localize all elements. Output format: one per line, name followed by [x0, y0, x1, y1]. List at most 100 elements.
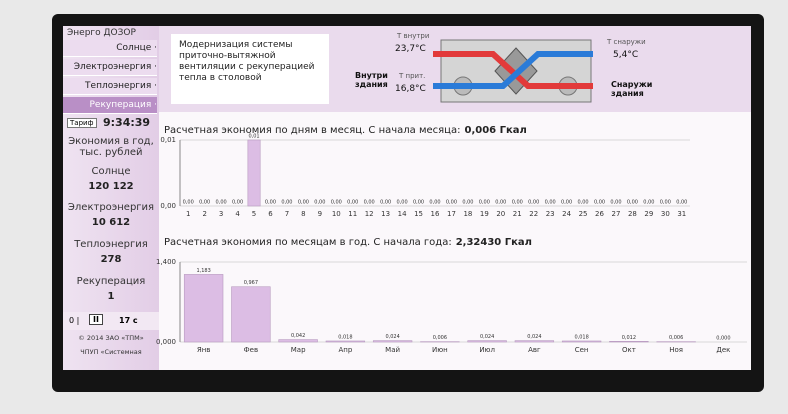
value-label: 0,00	[479, 200, 490, 206]
x-tick-label: 7	[285, 210, 289, 218]
x-tick-label: 12	[365, 210, 374, 218]
bar	[231, 286, 271, 343]
value-label: 0,00	[660, 200, 671, 206]
x-tick-label: 29	[644, 210, 653, 218]
value-label: 0,00	[183, 200, 194, 206]
page-indicator: 0 |	[69, 316, 80, 325]
menu-item[interactable]: Теплоэнергия ·	[63, 78, 157, 95]
outside-label: Снаружи здания	[611, 80, 653, 98]
menu-item[interactable]: Рекуперация ·	[63, 97, 157, 114]
value-label: 0,024	[527, 334, 541, 340]
x-tick-label: 23	[546, 210, 555, 218]
value-label: 0,00	[199, 200, 210, 206]
chart-title: Расчетная экономия по дням в месяц. С на…	[164, 125, 527, 136]
x-tick-label: Апр	[338, 346, 352, 354]
x-tick-label: Дек	[716, 346, 730, 354]
value-label: 0,00	[314, 200, 325, 206]
y-tick-label: 1,400	[156, 258, 176, 266]
x-tick-label: 14	[398, 210, 407, 218]
savings-value: 278	[100, 254, 122, 265]
x-tick-label: 25	[579, 210, 588, 218]
value-label: 0,967	[244, 280, 258, 286]
pause-button[interactable]: II	[89, 314, 103, 325]
t-inside-label: Т внутри	[397, 32, 430, 40]
copyright: © 2014 ЗАО «ТПМ»	[78, 334, 144, 342]
bar	[514, 340, 555, 343]
x-tick-label: 31	[677, 210, 686, 218]
value-label: 0,00	[545, 200, 556, 206]
x-tick-label: 21	[513, 210, 522, 218]
recuperator-diagram	[433, 39, 593, 103]
value-label: 0,00	[495, 200, 506, 206]
x-tick-label: 18	[463, 210, 472, 218]
x-tick-label: 22	[529, 210, 538, 218]
x-tick-label: 17	[447, 210, 456, 218]
x-tick-label: 8	[301, 210, 305, 218]
x-tick-label: Май	[385, 346, 400, 354]
savings-name: Рекуперация	[76, 276, 146, 287]
y-tick-label: 0,000	[156, 338, 176, 346]
x-tick-label: 27	[612, 210, 621, 218]
x-tick-label: 11	[348, 210, 357, 218]
chart-title: Расчетная экономия по месяцам в год. С н…	[164, 237, 532, 248]
x-tick-label: Июл	[479, 346, 495, 354]
bar	[247, 139, 261, 207]
value-label: 0,00	[364, 200, 375, 206]
savings-title: Экономия в год, тыс. рублей	[68, 136, 154, 158]
value-label: 0,000	[716, 336, 730, 342]
controls-bar	[63, 312, 159, 330]
t-supply: 16,8°С	[395, 84, 426, 94]
x-tick-label: Мар	[291, 346, 306, 354]
bar	[609, 341, 649, 343]
t-outside-label: Т снаружи	[607, 38, 646, 46]
x-tick-label: 3	[219, 210, 223, 218]
value-label: 0,00	[446, 200, 457, 206]
value-label: 0,006	[669, 335, 683, 341]
t-outside: 5,4°С	[613, 50, 639, 60]
x-tick-label: 6	[268, 210, 273, 218]
header: Модернизация системы приточно-вытяжной в…	[159, 26, 751, 112]
value-label: 0,00	[594, 200, 605, 206]
value-label: 0,00	[347, 200, 358, 206]
value-label: 0,00	[331, 200, 342, 206]
value-label: 0,012	[622, 335, 636, 341]
chart-total: 0,006 Гкал	[465, 125, 527, 136]
t-supply-label: Т прит.	[399, 72, 426, 80]
value-label: 0,018	[574, 334, 588, 340]
value-label: 0,006	[433, 335, 447, 341]
project-description: Модернизация системы приточно-вытяжной в…	[171, 34, 329, 104]
savings-value: 10 612	[91, 217, 131, 228]
sidebar: Энерго ДОЗОР Солнце · Электроэнергия · Т…	[63, 26, 159, 370]
y-tick-label: 0,01	[160, 136, 176, 144]
value-label: 0,00	[643, 200, 654, 206]
x-tick-label: Фев	[244, 346, 258, 354]
bar	[372, 340, 413, 343]
warm-flow	[433, 51, 593, 89]
bar	[183, 274, 224, 343]
developer: ЧПУП «Системная	[80, 348, 142, 356]
value-label: 0,00	[610, 200, 621, 206]
chart-title-text: Расчетная экономия по дням в месяц. С на…	[164, 125, 461, 136]
x-tick-label: Авг	[528, 346, 541, 354]
menu-item[interactable]: Солнце ·	[63, 40, 157, 57]
tariff-button[interactable]: Тариф	[67, 118, 97, 128]
bar	[561, 340, 602, 343]
value-label: 0,00	[216, 200, 227, 206]
value-label: 0,024	[480, 334, 494, 340]
value-label: 0,00	[232, 200, 243, 206]
menu-item[interactable]: Электроэнергия ·	[63, 59, 157, 76]
value-label: 0,00	[397, 200, 408, 206]
value-label: 0,00	[561, 200, 572, 206]
value-label: 0,00	[512, 200, 523, 206]
value-label: 0,00	[676, 200, 687, 206]
charts: Расчетная экономия по дням в месяц. С на…	[156, 125, 747, 354]
x-tick-label: Сен	[575, 346, 589, 354]
savings-name: Электроэнергия	[67, 202, 155, 213]
x-tick-label: 9	[318, 210, 322, 218]
x-tick-label: 13	[381, 210, 390, 218]
savings-name: Теплоэнергия	[74, 239, 148, 250]
value-label: 0,00	[429, 200, 440, 206]
cold-flow	[433, 51, 593, 89]
value-label: 0,00	[462, 200, 473, 206]
x-tick-label: Ноя	[669, 346, 683, 354]
